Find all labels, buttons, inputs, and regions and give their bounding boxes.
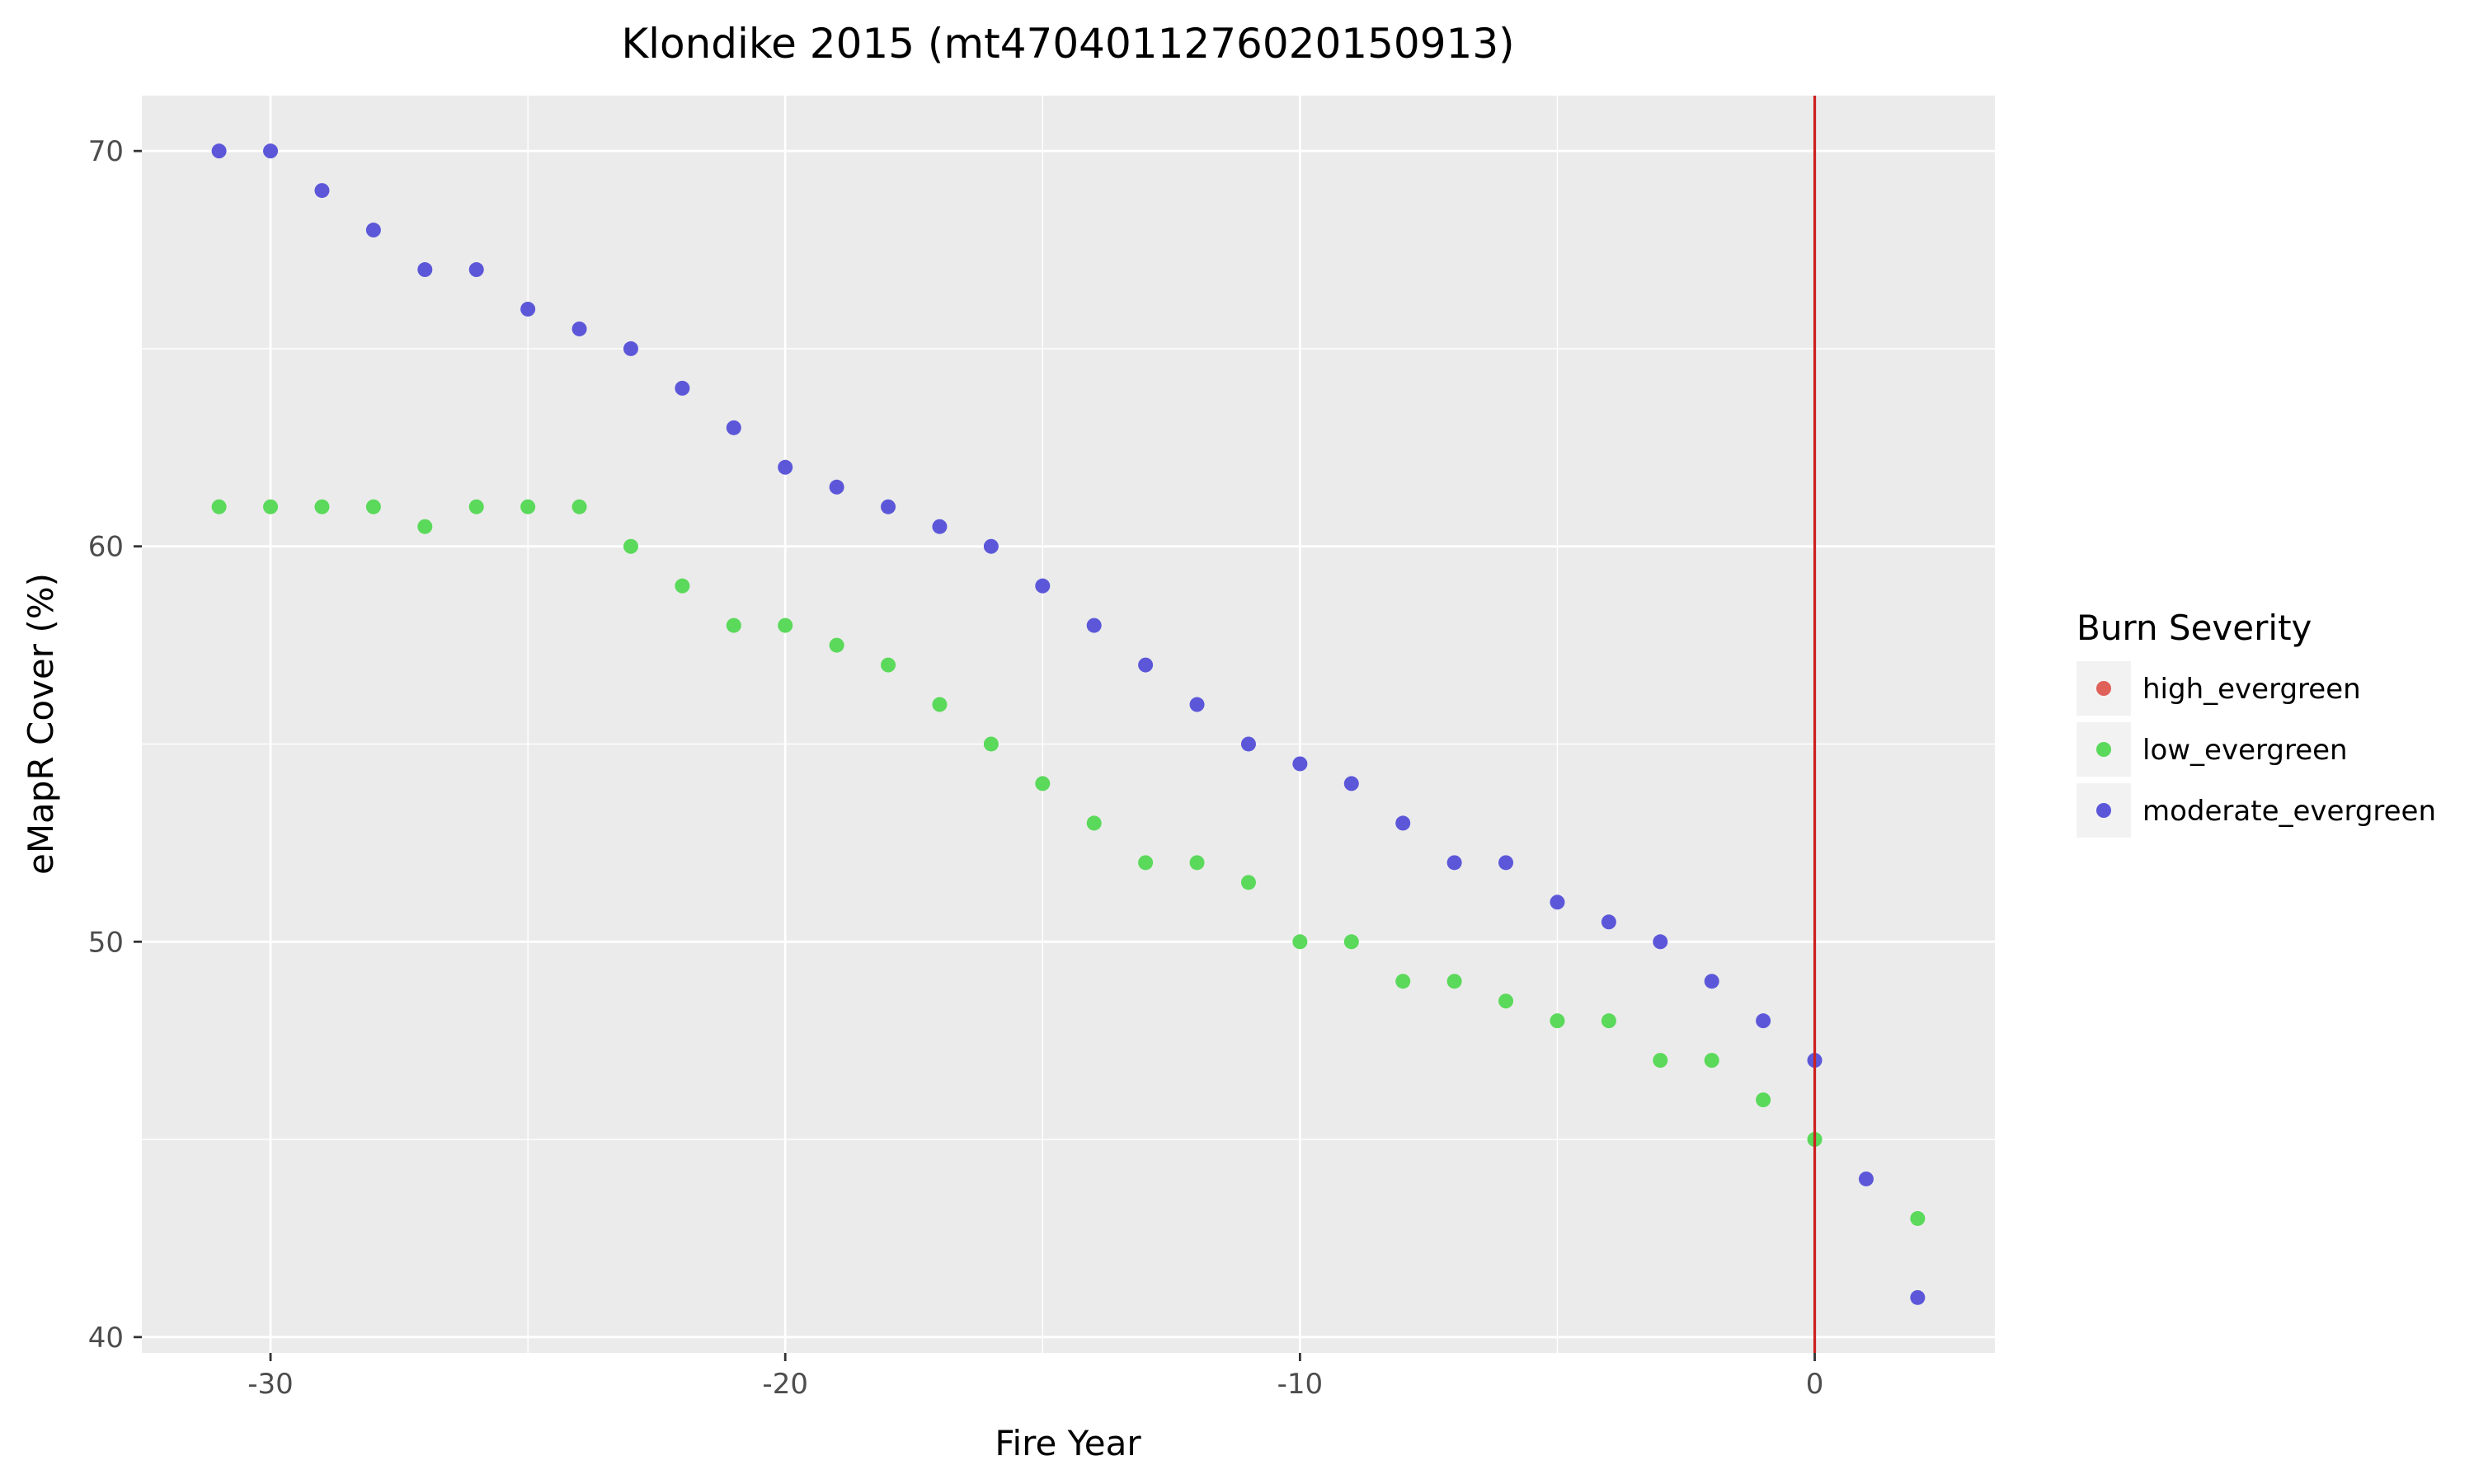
moderate_evergreen-point (468, 262, 484, 278)
legend-marker (2096, 742, 2111, 757)
moderate_evergreen-point (1086, 618, 1102, 633)
legend-marker (2096, 681, 2111, 696)
moderate_evergreen-point (1601, 914, 1616, 930)
low_evergreen-point (1189, 855, 1205, 871)
x-tick-label: -10 (1277, 1368, 1324, 1401)
moderate_evergreen-point (1498, 855, 1514, 871)
low_evergreen-point (778, 618, 793, 633)
moderate_evergreen-point (1910, 1289, 1926, 1305)
moderate_evergreen-point (1035, 578, 1051, 594)
low_evergreen-point (1086, 815, 1102, 831)
moderate_evergreen-point (1550, 895, 1565, 910)
low_evergreen-point (1498, 993, 1514, 1009)
moderate_evergreen-point (881, 499, 896, 514)
moderate_evergreen-point (314, 183, 330, 199)
low_evergreen-point (468, 499, 484, 514)
low_evergreen-point (1395, 974, 1411, 989)
low_evergreen-point (1910, 1210, 1926, 1226)
moderate_evergreen-point (417, 262, 433, 278)
moderate_evergreen-point (263, 143, 279, 159)
moderate_evergreen-point (211, 143, 227, 159)
low_evergreen-point (1653, 1053, 1668, 1068)
low_evergreen-point (211, 499, 227, 514)
low_evergreen-point (932, 697, 948, 712)
legend-marker (2096, 803, 2111, 818)
low_evergreen-point (1292, 934, 1308, 950)
legend-label: low_evergreen (2142, 734, 2348, 767)
data-points (211, 143, 1926, 1305)
low_evergreen-point (314, 499, 330, 514)
plot-panel (142, 96, 1995, 1353)
legend-label: high_evergreen (2142, 673, 2361, 706)
low_evergreen-point (1446, 974, 1462, 989)
moderate_evergreen-point (932, 519, 948, 534)
legend-entries: high_evergreen low_evergreen moderate_ever… (2077, 661, 2436, 838)
moderate_evergreen-point (829, 479, 844, 495)
minor-gridlines (142, 96, 1995, 1353)
y-tick-label: 60 (88, 531, 124, 564)
moderate_evergreen-point (1343, 776, 1359, 791)
moderate_evergreen-point (675, 380, 690, 396)
legend-title: Burn Severity (2077, 608, 2312, 648)
moderate_evergreen-point (1138, 657, 1154, 673)
low_evergreen-point (263, 499, 279, 514)
low_evergreen-point (571, 499, 587, 514)
low_evergreen-point (1240, 875, 1256, 890)
low_evergreen-point (623, 538, 638, 554)
low_evergreen-point (1138, 855, 1154, 871)
x-axis-ticks: -30 -20 -10 0 (247, 1353, 1823, 1401)
moderate_evergreen-point (1292, 756, 1308, 772)
moderate_evergreen-point (520, 301, 536, 317)
low_evergreen-point (881, 657, 896, 673)
y-tick-label: 50 (88, 926, 124, 959)
moderate_evergreen-point (365, 223, 381, 238)
low_evergreen-point (1343, 934, 1359, 950)
low_evergreen-point (1704, 1053, 1719, 1068)
moderate_evergreen-point (983, 538, 999, 554)
chart-title: Klondike 2015 (mt4704011276020150913) (621, 20, 1514, 68)
low_evergreen-point (983, 736, 999, 752)
y-tick-label: 40 (88, 1322, 124, 1355)
moderate_evergreen-point (571, 321, 587, 336)
x-tick-label: -20 (762, 1368, 808, 1401)
y-axis-title: eMapR Cover (%) (21, 573, 61, 875)
legend: Burn Severity high_evergreen low_evergree… (2077, 608, 2436, 838)
low_evergreen-point (675, 578, 690, 594)
low_evergreen-point (417, 519, 433, 534)
moderate_evergreen-point (1858, 1171, 1874, 1186)
moderate_evergreen-point (1756, 1013, 1771, 1029)
y-axis-ticks: 40 50 60 70 (88, 135, 142, 1355)
legend-label: moderate_evergreen (2142, 795, 2436, 828)
moderate_evergreen-point (1653, 934, 1668, 950)
x-tick-label: -30 (247, 1368, 294, 1401)
moderate_evergreen-point (1446, 855, 1462, 871)
low_evergreen-point (1550, 1013, 1565, 1029)
low_evergreen-point (1601, 1013, 1616, 1029)
moderate_evergreen-point (1240, 736, 1256, 752)
moderate_evergreen-point (778, 459, 793, 475)
x-axis-title: Fire Year (995, 1423, 1141, 1463)
moderate_evergreen-point (1395, 815, 1411, 831)
low_evergreen-point (829, 637, 844, 653)
low_evergreen-point (1756, 1092, 1771, 1108)
moderate_evergreen-point (1704, 974, 1719, 989)
y-tick-label: 70 (88, 135, 124, 168)
low_evergreen-point (726, 618, 741, 633)
moderate_evergreen-point (726, 420, 741, 435)
low_evergreen-point (520, 499, 536, 514)
moderate_evergreen-point (623, 340, 638, 356)
low_evergreen-point (365, 499, 381, 514)
moderate_evergreen-point (1189, 697, 1205, 712)
low_evergreen-point (1035, 776, 1051, 791)
x-tick-label: 0 (1806, 1368, 1824, 1401)
